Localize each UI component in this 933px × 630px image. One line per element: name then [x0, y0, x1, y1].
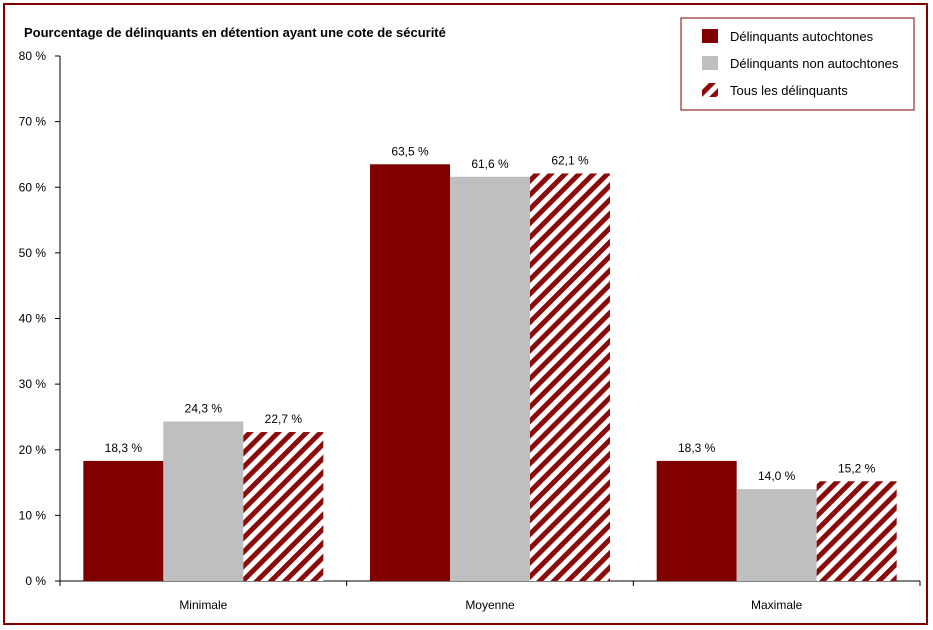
- bar: [816, 481, 897, 581]
- bar: [450, 176, 530, 581]
- bar: [656, 460, 737, 581]
- data-label: 18,3 %: [678, 441, 716, 455]
- bar: [530, 173, 610, 581]
- category-label: Minimale: [179, 598, 227, 612]
- y-tick-label: 0 %: [25, 574, 46, 588]
- legend: Délinquants autochtones Délinquants non a…: [680, 17, 915, 111]
- legend-label: Tous les délinquants: [730, 83, 848, 98]
- y-tick-label: 40 %: [19, 312, 47, 326]
- bar: [83, 460, 164, 581]
- legend-label: Délinquants autochtones: [730, 29, 874, 44]
- chart-title: Pourcentage de délinquants en détention …: [24, 25, 446, 40]
- y-tick-label: 80 %: [19, 49, 47, 63]
- category-label: Moyenne: [465, 598, 515, 612]
- data-label: 14,0 %: [758, 469, 796, 483]
- legend-label: Délinquants non autochtones: [730, 56, 899, 71]
- data-label: 61,6 %: [471, 157, 509, 171]
- bar: [370, 164, 450, 581]
- data-label: 18,3 %: [105, 441, 143, 455]
- legend-box: [680, 17, 915, 111]
- y-tick-label: 70 %: [19, 115, 47, 129]
- category-label: Maximale: [751, 598, 803, 612]
- legend-swatch: [702, 56, 718, 70]
- y-tick-label: 50 %: [19, 246, 47, 260]
- y-tick-label: 30 %: [19, 377, 47, 391]
- bar: [736, 489, 817, 581]
- data-label: 15,2 %: [838, 461, 876, 475]
- data-label: 62,1 %: [551, 153, 589, 167]
- bars: 18,3 % 24,3 % 22,7 % Minimale 63,5 % 61,6 % 62…: [83, 144, 897, 612]
- data-label: 24,3 %: [185, 402, 223, 416]
- legend-swatch: [702, 29, 718, 43]
- bar: [243, 432, 324, 581]
- bar: [163, 421, 244, 581]
- y-tick-label: 20 %: [19, 443, 47, 457]
- y-tick-label: 10 %: [19, 508, 47, 522]
- data-label: 22,7 %: [265, 412, 303, 426]
- y-tick-label: 60 %: [19, 180, 47, 194]
- data-label: 63,5 %: [391, 144, 429, 158]
- legend-swatch: [702, 83, 718, 97]
